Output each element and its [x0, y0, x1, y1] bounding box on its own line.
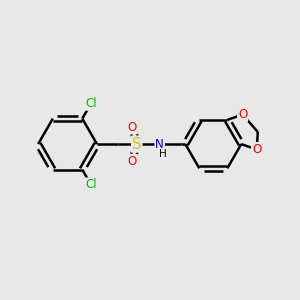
Text: H: H [159, 148, 167, 158]
Text: O: O [238, 108, 247, 121]
Text: S: S [132, 136, 141, 152]
Text: Cl: Cl [85, 178, 97, 191]
Text: N: N [155, 138, 164, 151]
Text: O: O [252, 143, 261, 156]
Text: O: O [128, 155, 137, 168]
Text: O: O [128, 121, 137, 134]
Text: Cl: Cl [85, 97, 97, 110]
